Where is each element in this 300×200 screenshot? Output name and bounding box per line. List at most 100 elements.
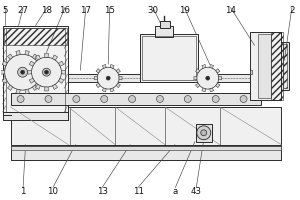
Polygon shape	[25, 89, 29, 94]
Bar	[284, 44, 287, 88]
Bar	[11, 146, 281, 150]
Polygon shape	[35, 55, 40, 60]
Text: 1: 1	[20, 187, 26, 196]
Polygon shape	[44, 53, 49, 57]
Polygon shape	[52, 84, 58, 89]
Polygon shape	[194, 76, 197, 80]
Text: 16: 16	[59, 6, 70, 15]
Polygon shape	[219, 76, 222, 80]
Text: 5: 5	[2, 6, 8, 15]
Polygon shape	[32, 54, 38, 59]
Circle shape	[97, 67, 119, 89]
Polygon shape	[102, 88, 106, 92]
Polygon shape	[202, 64, 206, 68]
Circle shape	[129, 96, 136, 102]
Bar	[11, 93, 262, 105]
Circle shape	[206, 76, 210, 80]
Bar	[4, 28, 68, 45]
Polygon shape	[96, 83, 100, 88]
Polygon shape	[16, 51, 20, 55]
Polygon shape	[216, 69, 220, 73]
Polygon shape	[110, 88, 114, 92]
Circle shape	[17, 96, 24, 102]
Polygon shape	[202, 88, 206, 92]
Polygon shape	[2, 78, 7, 83]
Circle shape	[44, 70, 49, 74]
Polygon shape	[110, 64, 114, 68]
Circle shape	[18, 67, 28, 77]
Polygon shape	[38, 78, 43, 83]
Bar	[250, 70, 251, 74]
Text: 14: 14	[225, 6, 236, 15]
Bar	[196, 124, 212, 142]
Text: 43: 43	[191, 187, 202, 196]
Bar	[68, 74, 260, 82]
Text: 2: 2	[289, 6, 295, 15]
Polygon shape	[58, 78, 64, 83]
Circle shape	[43, 68, 50, 76]
Circle shape	[201, 130, 207, 136]
Bar	[272, 32, 284, 100]
Polygon shape	[116, 69, 120, 73]
Circle shape	[184, 96, 191, 102]
Text: 18: 18	[41, 6, 52, 15]
Bar	[281, 42, 290, 90]
Polygon shape	[28, 70, 31, 74]
Text: 15: 15	[104, 6, 115, 15]
Bar	[250, 32, 281, 100]
Circle shape	[73, 96, 80, 102]
Polygon shape	[119, 76, 122, 80]
Polygon shape	[102, 64, 106, 68]
Bar	[6, 28, 65, 112]
Polygon shape	[8, 54, 13, 59]
Polygon shape	[52, 55, 58, 60]
Circle shape	[20, 69, 26, 75]
Polygon shape	[8, 85, 13, 90]
Circle shape	[157, 96, 164, 102]
Circle shape	[5, 54, 40, 90]
Circle shape	[212, 96, 219, 102]
Text: 10: 10	[47, 187, 58, 196]
Bar	[3, 26, 68, 115]
Polygon shape	[116, 83, 120, 88]
Text: 19: 19	[179, 6, 190, 15]
Polygon shape	[61, 70, 65, 74]
Bar	[142, 36, 196, 80]
Polygon shape	[216, 83, 220, 88]
Text: 27: 27	[18, 6, 28, 15]
Polygon shape	[196, 69, 200, 73]
Circle shape	[101, 96, 108, 102]
Circle shape	[197, 67, 219, 89]
Circle shape	[197, 126, 211, 140]
Polygon shape	[1, 70, 5, 74]
Bar	[3, 112, 68, 120]
Polygon shape	[58, 61, 64, 66]
Bar	[11, 107, 281, 145]
Text: 13: 13	[97, 187, 108, 196]
Bar	[160, 21, 170, 28]
Polygon shape	[29, 61, 34, 66]
Polygon shape	[2, 61, 7, 66]
Circle shape	[106, 76, 110, 80]
Polygon shape	[29, 78, 34, 83]
Polygon shape	[210, 64, 214, 68]
Polygon shape	[210, 88, 214, 92]
Circle shape	[21, 70, 25, 74]
Polygon shape	[94, 76, 97, 80]
Polygon shape	[38, 61, 43, 66]
Text: 17: 17	[80, 6, 91, 15]
Text: a: a	[173, 187, 178, 196]
Polygon shape	[196, 83, 200, 88]
Polygon shape	[96, 69, 100, 73]
Text: 30: 30	[148, 6, 158, 15]
Polygon shape	[35, 84, 40, 89]
Text: 11: 11	[133, 187, 144, 196]
Polygon shape	[40, 70, 44, 74]
Bar	[11, 146, 281, 160]
Bar	[140, 34, 198, 82]
Polygon shape	[44, 87, 49, 91]
Bar	[257, 34, 272, 98]
Bar	[155, 26, 173, 37]
Polygon shape	[16, 89, 20, 94]
Polygon shape	[32, 85, 38, 90]
